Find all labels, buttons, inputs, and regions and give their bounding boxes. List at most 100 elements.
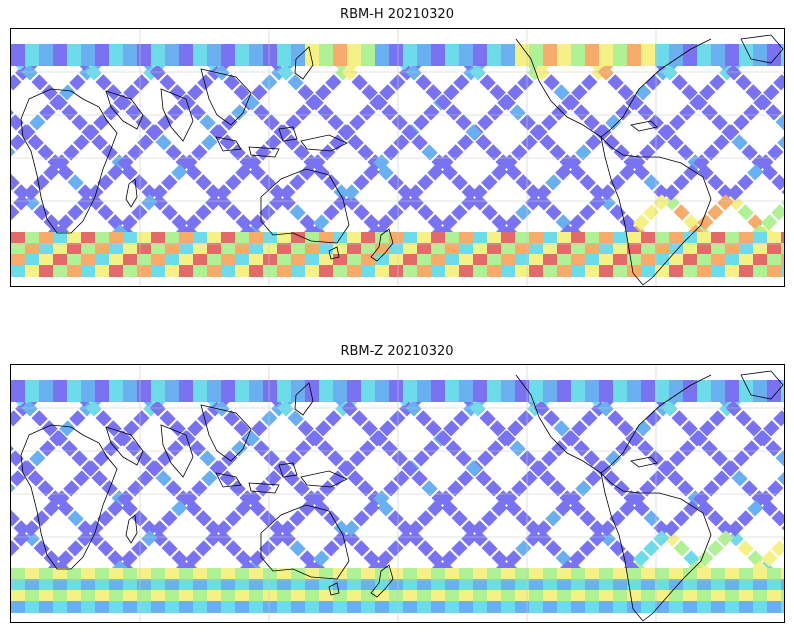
band-cell-south (235, 579, 250, 591)
swath-cell (647, 450, 664, 467)
swath-cell (535, 530, 552, 547)
band-cell-south (165, 579, 180, 591)
band-cell-south (277, 590, 292, 602)
coastline (630, 120, 658, 132)
swath-cell (575, 480, 592, 497)
band-cell-south (221, 265, 236, 277)
swath-cell (593, 124, 610, 141)
band-cell-south (221, 254, 236, 266)
swath-cell (389, 410, 406, 427)
band-cell-south (95, 265, 110, 277)
swath-cell (707, 204, 724, 221)
band-cell-south (711, 265, 726, 277)
swath-cell (205, 520, 222, 537)
swath-layer (11, 44, 784, 277)
band-cell-south (221, 243, 236, 255)
band-cell-south (81, 579, 96, 591)
swath-cell (653, 184, 670, 201)
band-cell-north (515, 380, 530, 402)
swath-cell (131, 510, 148, 527)
swath-cell (549, 144, 566, 161)
swath-cell (415, 410, 432, 427)
swath-cell (259, 174, 276, 191)
swath-cell (761, 550, 778, 567)
swath-cell (135, 114, 152, 131)
band-cell-south (529, 579, 544, 591)
band-cell-south (515, 265, 530, 277)
band-cell-south (165, 601, 180, 613)
swath-cell (487, 440, 504, 457)
band-cell-south (277, 601, 292, 613)
swath-cell (691, 94, 708, 111)
swath-cell (121, 500, 138, 517)
swath-cell (543, 74, 560, 91)
band-cell-north (305, 44, 320, 66)
swath-cell (465, 460, 482, 477)
swath-cell (169, 420, 186, 437)
swath-cell (131, 174, 148, 191)
band-cell-south (361, 243, 376, 255)
coastline (215, 472, 242, 488)
swath-cell (307, 94, 324, 111)
swath-cell (711, 114, 728, 131)
swath-cell (509, 440, 526, 457)
band-cell-south (655, 254, 670, 266)
band-cell-south (165, 568, 180, 580)
band-cell-south (81, 232, 96, 244)
band-cell-south (361, 265, 376, 277)
band-cell-south (305, 601, 320, 613)
band-cell-south (221, 601, 236, 613)
band-cell-south (683, 579, 698, 591)
coastline (328, 246, 340, 260)
band-cell-south (333, 590, 348, 602)
swath-cell (717, 184, 734, 201)
band-cell-south (613, 568, 628, 580)
swath-cell (639, 144, 656, 161)
band-cell-south (515, 254, 530, 266)
band-cell-south (459, 265, 474, 277)
band-cell-south (11, 232, 26, 244)
band-cell-south (459, 601, 474, 613)
band-cell-south (487, 579, 502, 591)
swath-cell (95, 74, 112, 91)
swath-cell (669, 450, 686, 467)
band-cell-north (669, 380, 684, 402)
band-cell-north (487, 44, 502, 66)
swath-cell (167, 440, 184, 457)
swath-cell (161, 510, 178, 527)
band-cell-north (207, 44, 222, 66)
swath-cell (141, 194, 158, 211)
band-cell-south (375, 265, 390, 277)
band-cell-south (249, 232, 264, 244)
swath-cell (599, 520, 616, 537)
swath-cell (461, 520, 478, 537)
swath-cell (397, 520, 414, 537)
band-cell-south (11, 601, 26, 613)
swath-cell (555, 164, 572, 181)
band-cell-south (585, 243, 600, 255)
band-cell-south (739, 232, 754, 244)
band-cell-south (669, 254, 684, 266)
swath-cell (747, 164, 764, 181)
swath-cell (681, 420, 698, 437)
band-cell-south (361, 579, 376, 591)
band-cell-south (697, 254, 712, 266)
swath-cell (381, 104, 398, 121)
band-cell-south (571, 232, 586, 244)
band-cell-south (585, 265, 600, 277)
swath-cell (349, 450, 366, 467)
swath-cell (703, 144, 720, 161)
band-cell-south (753, 243, 768, 255)
band-cell-south (67, 590, 82, 602)
swath-cell (539, 134, 556, 151)
swath-cell (33, 204, 50, 221)
swath-cell (551, 104, 568, 121)
swath-cell (435, 94, 452, 111)
band-cell-south (459, 243, 474, 255)
swath-cell (773, 410, 784, 427)
swath-cell (673, 204, 690, 221)
swath-cell (333, 194, 350, 211)
swath-cell (525, 520, 542, 537)
swath-cell (319, 480, 336, 497)
swath-cell (299, 500, 316, 517)
